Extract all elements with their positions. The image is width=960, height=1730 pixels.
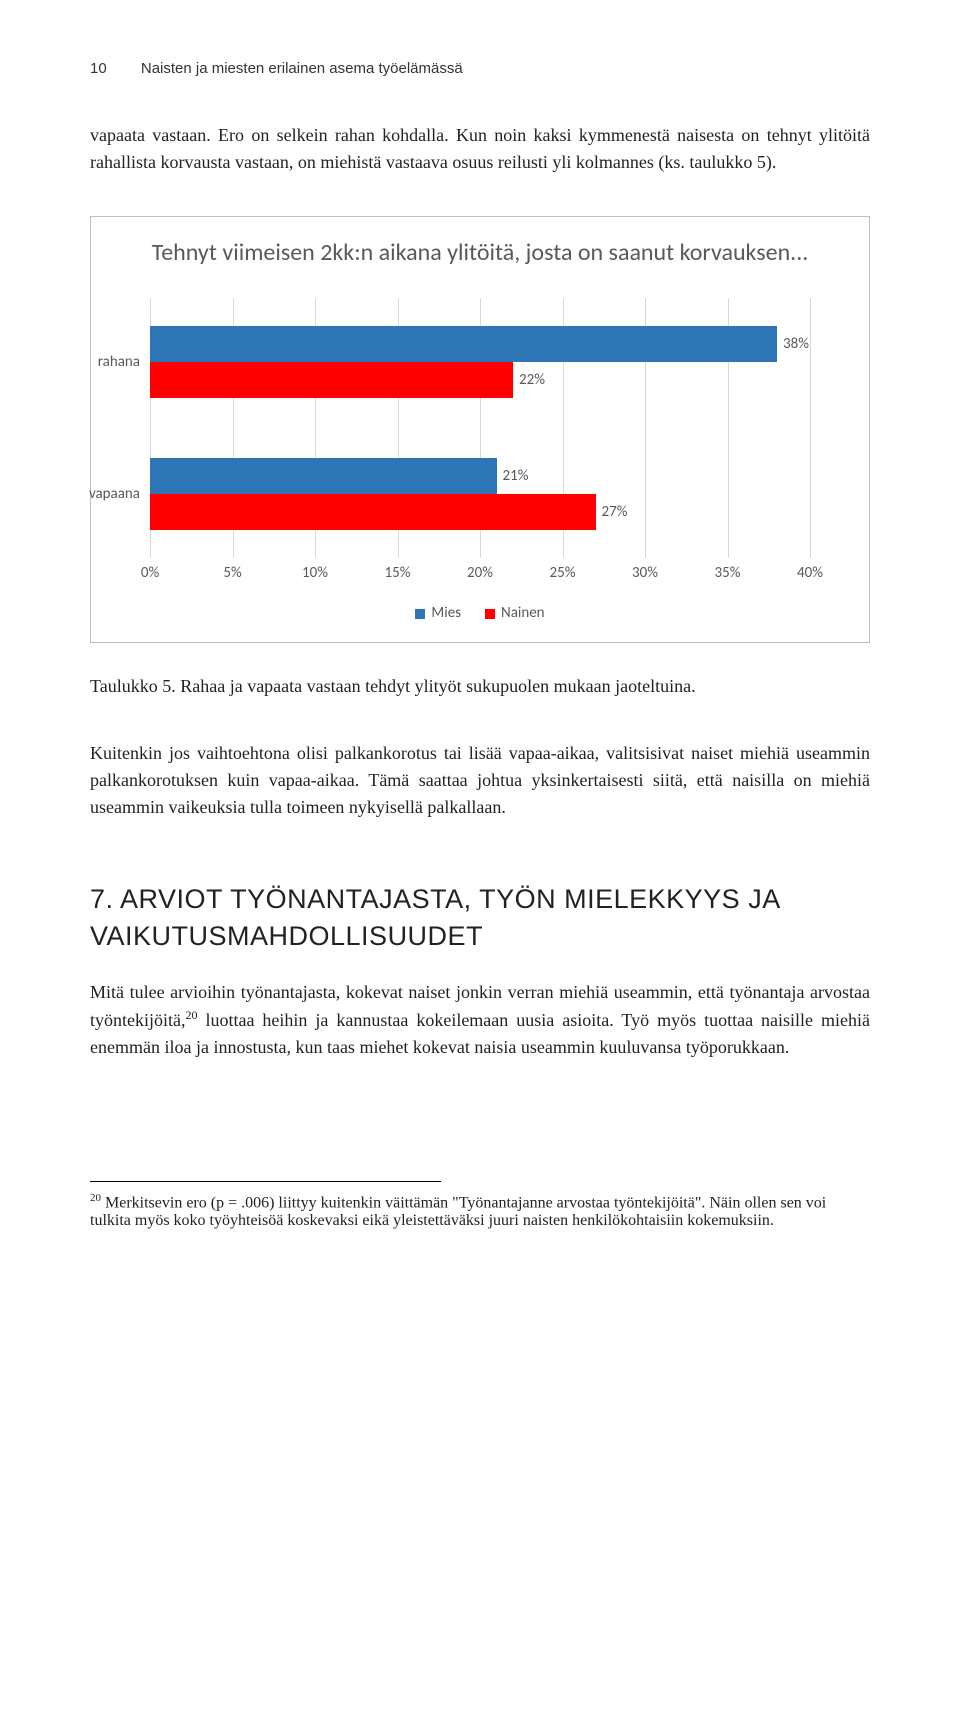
- chart-bar-value: 27%: [602, 503, 628, 521]
- chart-x-tick: 30%: [632, 564, 658, 582]
- chart-plot-area: rahana38%22%vapaana21%27%: [150, 298, 810, 558]
- chart-legend-item: Mies: [415, 604, 461, 622]
- footnote-text-block: 20 Merkitsevin ero (p = .006) liittyy ku…: [90, 1192, 870, 1230]
- chart-caption: Taulukko 5. Rahaa ja vapaata vastaan teh…: [90, 673, 870, 700]
- chart-legend-swatch: [485, 609, 495, 619]
- chart-legend-swatch: [415, 609, 425, 619]
- chart-bar-value: 21%: [503, 467, 529, 485]
- chart-bar: [150, 458, 497, 494]
- chart-x-tick: 25%: [550, 564, 576, 582]
- chart-container: Tehnyt viimeisen 2kk:n aikana ylitöitä, …: [90, 216, 870, 643]
- chart-legend-label: Nainen: [501, 604, 545, 622]
- running-header: 10 Naisten ja miesten erilainen asema ty…: [90, 60, 870, 77]
- chart-bar: [150, 362, 513, 398]
- chart-x-tick: 20%: [467, 564, 493, 582]
- chart-bar-value: 22%: [519, 371, 545, 389]
- chart-legend: Mies Nainen: [121, 604, 839, 622]
- chart-x-axis: 0%5%10%15%20%25%30%35%40%: [150, 564, 810, 584]
- footnote-block: [90, 1181, 441, 1192]
- footnote-number: 20: [90, 1192, 101, 1204]
- chart-x-tick: 10%: [302, 564, 328, 582]
- paragraph-3b: luottaa heihin ja kannustaa kokeilemaan …: [90, 1010, 870, 1057]
- chart-bar: [150, 494, 596, 530]
- paragraph-1: vapaata vastaan. Ero on selkein rahan ko…: [90, 122, 870, 176]
- section-heading: 7. ARVIOT TYÖNANTAJASTA, TYÖN MIELEKKYYS…: [90, 881, 870, 954]
- chart-gridline: [810, 298, 811, 558]
- chart-bar: [150, 326, 777, 362]
- footnote-text: Merkitsevin ero (p = .006) liittyy kuite…: [90, 1194, 826, 1229]
- footnote-ref-20: 20: [185, 1008, 197, 1022]
- running-title: Naisten ja miesten erilainen asema työel…: [141, 60, 463, 77]
- chart-category-label: vapaana: [80, 485, 140, 503]
- chart-x-tick: 5%: [223, 564, 241, 582]
- chart-x-tick: 15%: [385, 564, 411, 582]
- paragraph-3: Mitä tulee arvioihin työnantajasta, koke…: [90, 979, 870, 1061]
- chart-bar-value: 38%: [783, 335, 809, 353]
- chart-legend-label: Mies: [431, 604, 461, 622]
- chart-x-tick: 35%: [715, 564, 741, 582]
- paragraph-2: Kuitenkin jos vaihtoehtona olisi palkank…: [90, 740, 870, 821]
- chart-legend-item: Nainen: [485, 604, 545, 622]
- page-number: 10: [90, 60, 107, 77]
- chart-x-tick: 40%: [797, 564, 823, 582]
- chart-title: Tehnyt viimeisen 2kk:n aikana ylitöitä, …: [121, 237, 839, 268]
- chart-category-label: rahana: [80, 353, 140, 371]
- chart-x-tick: 0%: [141, 564, 159, 582]
